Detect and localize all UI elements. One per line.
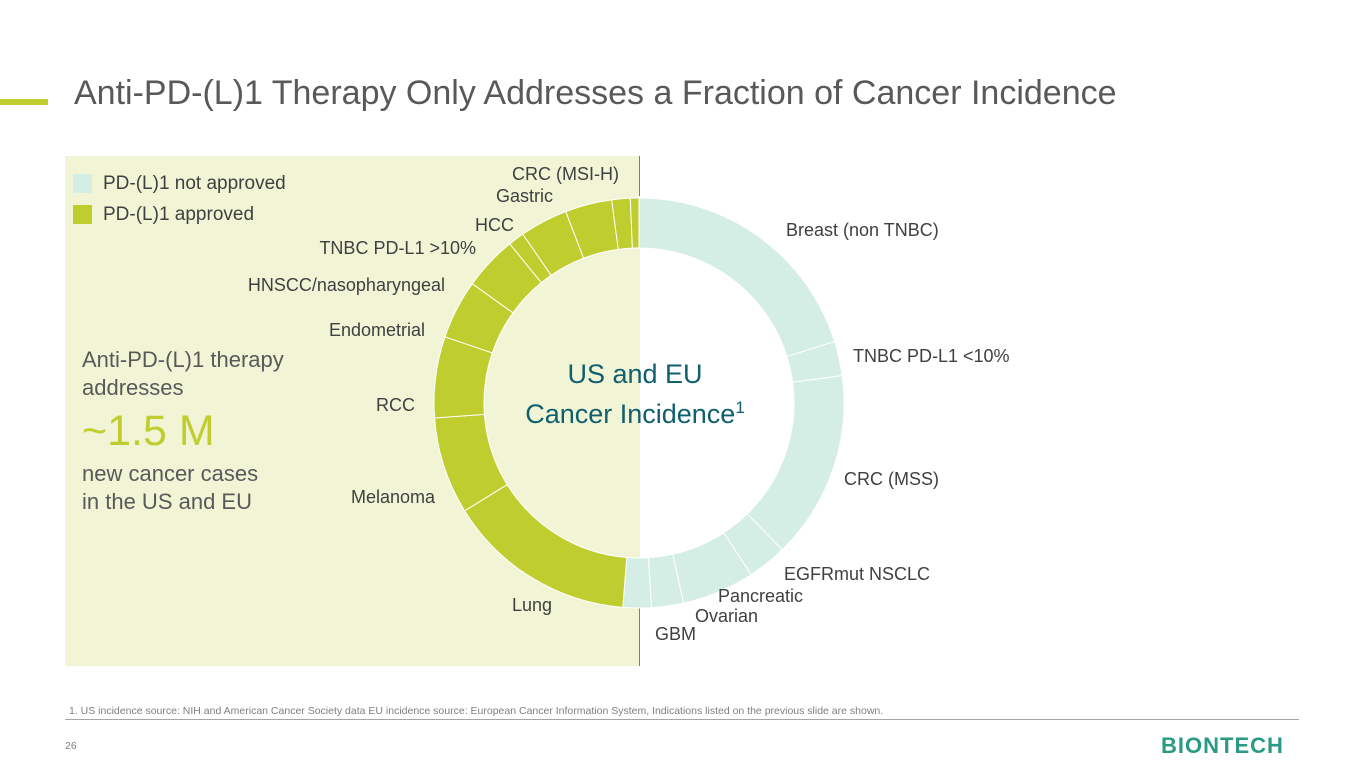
- slice-label-5: Pancreatic: [718, 586, 803, 606]
- slice-label-14: HCC: [475, 215, 514, 235]
- donut-slice-7: [622, 556, 653, 609]
- legend-swatch-approved: [73, 205, 92, 224]
- center-label-superscript: 1: [735, 398, 745, 417]
- slice-label-10: RCC: [376, 395, 415, 415]
- legend-item-not-approved: PD-(L)1 not approved: [73, 168, 286, 199]
- center-label-line-1: US and EU: [567, 359, 703, 389]
- slice-label-15: Gastric: [496, 186, 553, 206]
- biontech-logo: BIONTECH: [1161, 733, 1284, 758]
- title-accent-bar: [0, 99, 48, 105]
- legend-item-approved: PD-(L)1 approved: [73, 199, 286, 230]
- callout-line-1: Anti-PD-(L)1 therapy: [82, 347, 284, 372]
- donut-slice-17: [629, 197, 640, 249]
- center-label-text: Cancer Incidence: [525, 399, 736, 429]
- donut-slice-3: [746, 375, 845, 551]
- legend-swatch-not-approved: [73, 174, 92, 193]
- divider-line-bottom: [639, 608, 640, 666]
- incidence-callout: Anti-PD-(L)1 therapy addresses ~1.5 M ne…: [82, 346, 284, 516]
- slice-label-7: GBM: [655, 624, 696, 644]
- callout-value: ~1.5 M: [82, 407, 215, 455]
- donut-slice-8: [463, 483, 628, 608]
- footnote: 1. US incidence source: NIH and American…: [69, 705, 884, 717]
- slice-label-2: TNBC PD-L1 <10%: [853, 346, 1010, 366]
- callout-line-4: in the US and EU: [82, 489, 252, 514]
- slice-label-8: Lung: [512, 595, 552, 615]
- slice-label-16: CRC (MSI-H): [512, 164, 619, 184]
- slide-title: Anti-PD-(L)1 Therapy Only Addresses a Fr…: [74, 74, 1117, 112]
- callout-line-3: new cancer cases: [82, 461, 259, 486]
- center-label-line-2: Cancer Incidence1: [510, 391, 760, 431]
- legend: PD-(L)1 not approved PD-(L)1 approved: [73, 168, 286, 230]
- legend-label-approved: PD-(L)1 approved: [103, 203, 255, 225]
- slice-label-3: CRC (MSS): [844, 469, 939, 489]
- legend-label-not-approved: PD-(L)1 not approved: [103, 172, 286, 194]
- slice-label-6: Ovarian: [695, 606, 758, 626]
- slice-label-1: Breast (non TNBC): [786, 220, 939, 240]
- footnote-rule: [65, 719, 1299, 720]
- page-number: 26: [65, 740, 77, 752]
- slice-label-9: Melanoma: [351, 487, 436, 507]
- donut-center-label: US and EU Cancer Incidence1: [510, 357, 760, 431]
- slice-label-11: Endometrial: [329, 320, 425, 340]
- divider-line-top: [639, 156, 640, 196]
- slice-label-13: TNBC PD-L1 >10%: [319, 238, 476, 258]
- slice-label-4: EGFRmut NSCLC: [784, 564, 930, 584]
- callout-line-2: addresses: [82, 375, 184, 400]
- slice-label-12: HNSCC/nasopharyngeal: [248, 275, 445, 295]
